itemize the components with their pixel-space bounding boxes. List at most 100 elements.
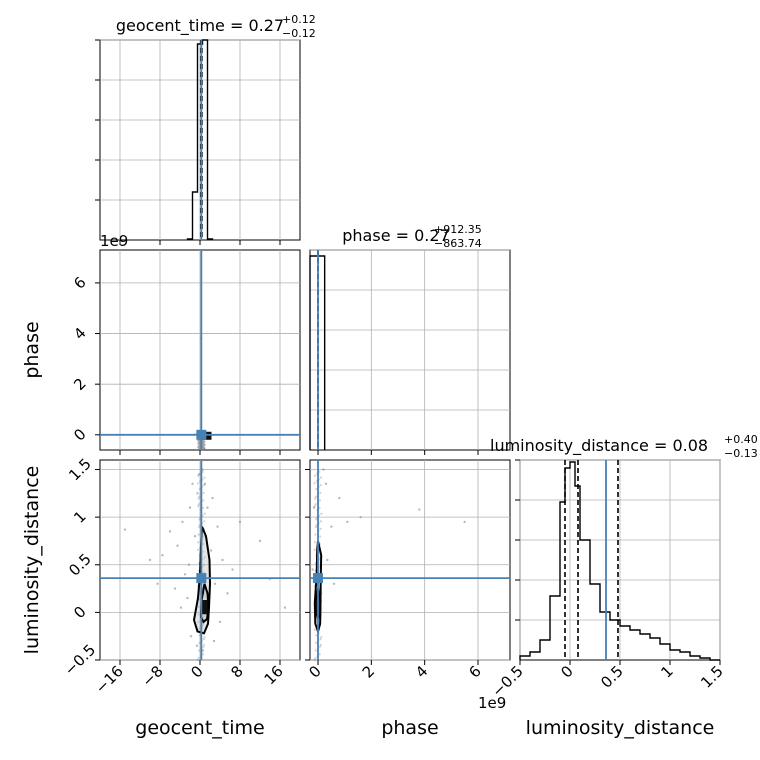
scatter-point [221,558,224,562]
truth-lines [310,460,510,660]
scatter-point [201,506,204,510]
x-tick-label: −16 [92,662,127,697]
scatter-point [183,573,187,576]
scatter-point [123,528,127,531]
scatter-point [318,653,321,656]
scatter-point [196,492,199,495]
scatter-point [196,448,199,452]
x-ticks: −16 −8 0 8 16 [92,660,287,697]
scatter-point [315,518,318,521]
panel-luminosity-distance-vs-phase: 0 2 4 6 phase 1e9 [305,459,511,739]
scatter-point [198,440,201,443]
y-axis-label: phase [21,321,43,378]
scatter-point [319,491,322,494]
scatter-point [176,544,179,547]
histogram-steps [519,461,720,661]
grid-lines [519,459,721,660]
scatter-point [314,525,317,529]
scatter-point [319,520,323,523]
scatter-point [326,558,329,562]
scatter-point [198,518,201,521]
scatter-point [196,548,200,551]
scatter-point [202,441,205,444]
scatter-point [202,543,205,546]
scatter-point [319,484,322,487]
y-axis-label: luminosity_distance [21,466,43,655]
scatter-point [346,520,349,524]
scatter-point [202,447,205,450]
scatter-point [258,539,262,543]
x-tick-label: 2 [359,662,378,681]
x-ticks: −0.5 0 0.5 1 1.5 [488,660,727,701]
scatter-point [314,495,318,498]
x-tick-label: 0 [187,662,206,681]
y-ticks: −0.5 0 0.5 1 1.5 [61,455,100,679]
scatter-point [213,582,217,586]
x-ticks [119,240,281,245]
scatter-point [203,447,206,450]
scatter-point [161,554,164,557]
scatter-point [203,643,206,646]
panel-luminosity-distance-vs-geocent-time: −0.5 0 0.5 1 1.5 −16 −8 0 8 16 luminosity_distan… [21,455,301,739]
scatter-point [148,558,152,562]
scatter-point [202,499,205,502]
title-minus: −863.74 [434,237,482,250]
scatter-point [196,439,200,442]
scatter-point [238,520,242,524]
scatter-point [197,497,200,500]
scatter-point [319,535,322,538]
truth-marker [313,573,323,584]
scatter-point [202,535,205,538]
scatter-point [314,533,317,536]
scatter-point [203,440,206,444]
panel-phase-vs-geocent-time: 0 2 4 6 phase 1e9 [21,232,301,455]
y-tick-label: 1.5 [65,455,95,485]
scatter-point [203,556,206,559]
panel-title: phase = 0.27 [342,226,449,245]
scatter-point [197,474,200,477]
y-tick-label: 6 [70,273,89,292]
scatter-point [314,641,318,645]
y-tick-label: 0.5 [65,550,95,580]
scatter-point [313,505,316,508]
scatter-point [319,527,322,531]
panel-title: luminosity_distance = 0.08 [490,436,708,456]
scatter-point [318,499,322,502]
scatter-point [322,468,325,471]
scatter-point [198,634,201,637]
x-tick-label: 1.5 [697,662,727,692]
scatter-point [313,474,317,477]
title-plus: +0.12 [282,13,316,26]
x-axis-label: geocent_time [135,717,264,739]
scatter-point [218,620,222,624]
scatter-point [173,587,177,590]
x-axis-label: luminosity_distance [526,717,715,739]
scatter-point [338,496,341,500]
scatter-point [197,445,200,448]
scatter-point [463,520,466,524]
scatter-point [198,641,201,645]
title-minus: −0.13 [724,447,758,460]
y-tick-label: 4 [70,324,89,343]
scatter-point [196,505,200,508]
scatter-point [313,541,317,544]
scatter-point [198,440,201,443]
y-ticks [95,39,100,201]
scatter-point [201,649,205,652]
scatter-point [226,592,229,595]
scatter-point [203,482,207,486]
scatter-point [202,447,205,450]
scatter-point [197,657,200,660]
panel-frame [309,249,511,451]
scatter-point [198,444,201,447]
scatter-point [320,512,323,515]
x-tick-label: 8 [227,662,246,681]
truth-lines [100,460,300,660]
scatter-point [197,533,200,536]
x-offset-text: 1e9 [478,694,506,712]
scatter-point [197,473,201,476]
scatter-point [181,520,184,524]
scatter-point [198,598,201,601]
title-minus: −0.12 [282,27,316,40]
